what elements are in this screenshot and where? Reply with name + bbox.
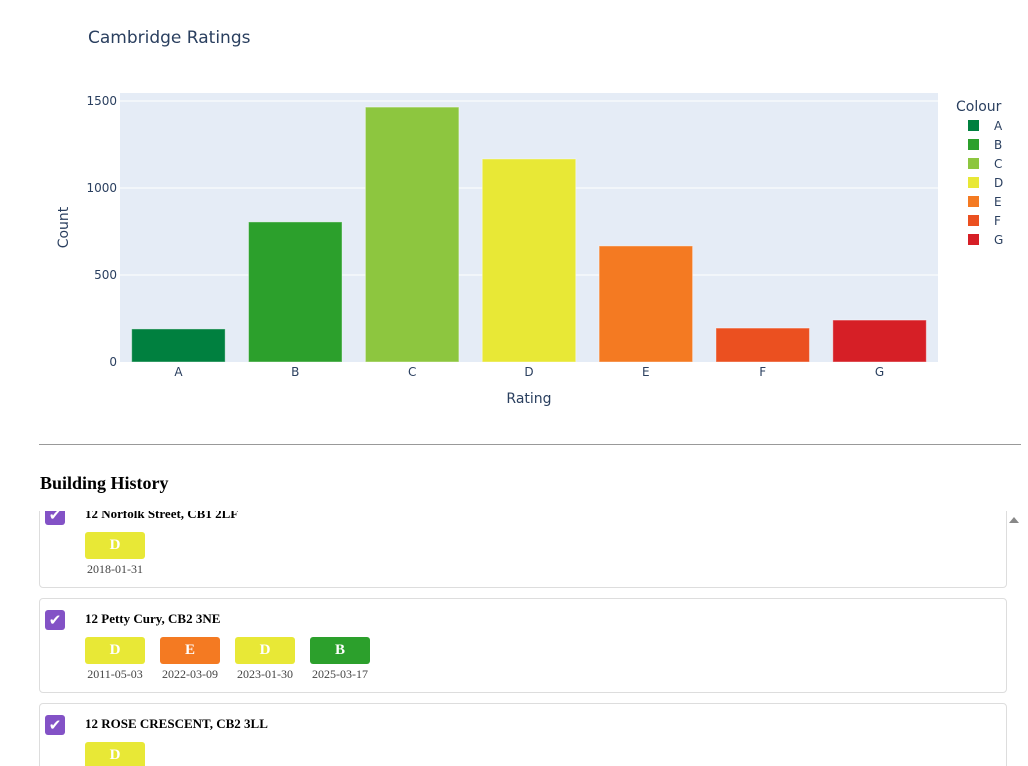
building-history-list[interactable]: ✔ 12 Norfolk Street, CB1 2LF D 2018-01-3… bbox=[39, 511, 1007, 766]
rating-badge: D bbox=[85, 742, 145, 766]
bar-E bbox=[598, 245, 694, 363]
bar-D bbox=[481, 158, 577, 363]
rating-entry: B 2025-03-17 bbox=[310, 637, 370, 682]
legend-swatch-D bbox=[968, 177, 979, 188]
chart-title: Cambridge Ratings bbox=[88, 28, 251, 48]
rating-badge: B bbox=[310, 637, 370, 664]
legend-entry-E: E bbox=[994, 195, 1002, 209]
bar-F bbox=[715, 327, 810, 363]
rating-badge: D bbox=[85, 532, 145, 559]
checkbox[interactable]: ✔ bbox=[45, 511, 65, 525]
checkbox[interactable]: ✔ bbox=[45, 610, 65, 630]
legend-swatch-G bbox=[968, 234, 979, 245]
legend-title: Colour bbox=[956, 99, 1002, 115]
x-tick-label: C bbox=[408, 365, 416, 379]
building-card: ✔ 12 Norfolk Street, CB1 2LF D 2018-01-3… bbox=[39, 511, 1007, 588]
scroll-up-icon[interactable] bbox=[1009, 517, 1019, 523]
rating-entry: D bbox=[85, 742, 145, 766]
rating-entry: E 2022-03-09 bbox=[160, 637, 220, 682]
x-tick-label: B bbox=[291, 365, 299, 379]
rating-badge: E bbox=[160, 637, 220, 664]
x-axis-label: Rating bbox=[506, 391, 551, 407]
y-tick-label: 1000 bbox=[86, 181, 117, 195]
x-tick-label: D bbox=[524, 365, 533, 379]
building-card: ✔ 12 ROSE CRESCENT, CB2 3LL D bbox=[39, 703, 1007, 766]
rating-entry: D 2018-01-31 bbox=[85, 532, 145, 577]
y-tick-label: 500 bbox=[94, 268, 117, 282]
x-tick-label: G bbox=[875, 365, 884, 379]
x-tick-label: F bbox=[759, 365, 766, 379]
legend-swatch-B bbox=[968, 139, 979, 150]
legend-swatch-F bbox=[968, 215, 979, 226]
legend-entry-F: F bbox=[994, 214, 1001, 228]
legend-entry-G: G bbox=[994, 233, 1003, 247]
legend-entry-A: A bbox=[994, 119, 1003, 133]
x-tick-label: A bbox=[174, 365, 183, 379]
rating-badge: D bbox=[85, 637, 145, 664]
building-address: 12 ROSE CRESCENT, CB2 3LL bbox=[85, 716, 268, 731]
bar-C bbox=[364, 106, 460, 363]
rating-date: 2018-01-31 bbox=[87, 562, 143, 576]
legend-entry-B: B bbox=[994, 138, 1002, 152]
building-card: ✔ 12 Petty Cury, CB2 3NE D 2011-05-03 E … bbox=[39, 598, 1007, 693]
y-tick-label: 1500 bbox=[86, 94, 117, 108]
rating-entry: D 2011-05-03 bbox=[85, 637, 145, 682]
legend-swatch-E bbox=[968, 196, 979, 207]
bar-A bbox=[131, 328, 226, 363]
rating-entry: D 2023-01-30 bbox=[235, 637, 295, 682]
legend-entry-C: C bbox=[994, 157, 1002, 171]
rating-date: 2025-03-17 bbox=[312, 667, 368, 681]
building-address: 12 Norfolk Street, CB1 2LF bbox=[85, 511, 239, 521]
rating-date: 2023-01-30 bbox=[237, 667, 293, 681]
building-address: 12 Petty Cury, CB2 3NE bbox=[85, 611, 221, 626]
divider bbox=[39, 444, 1021, 445]
section-title: Building History bbox=[40, 473, 169, 493]
rating-badge: D bbox=[235, 637, 295, 664]
y-axis-label: Count bbox=[56, 206, 72, 248]
bar-B bbox=[248, 221, 343, 363]
legend-swatch-A bbox=[968, 120, 979, 131]
checkbox[interactable]: ✔ bbox=[45, 715, 65, 735]
rating-date: 2011-05-03 bbox=[87, 667, 143, 681]
legend-entry-D: D bbox=[994, 176, 1003, 190]
rating-date: 2022-03-09 bbox=[162, 667, 218, 681]
x-tick-label: E bbox=[642, 365, 650, 379]
legend-swatch-C bbox=[968, 158, 979, 169]
y-tick-label: 0 bbox=[109, 355, 117, 369]
scrollbar[interactable] bbox=[1008, 511, 1020, 766]
bar-G bbox=[832, 319, 927, 363]
